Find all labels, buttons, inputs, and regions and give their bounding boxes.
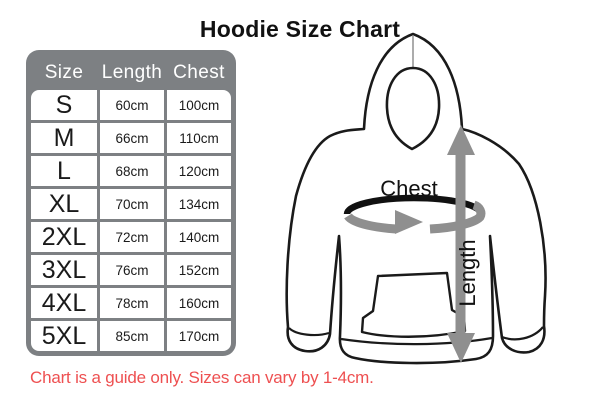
size-table-header: Size Length Chest — [31, 55, 231, 90]
length-cell: 72cm — [100, 222, 164, 252]
size-cell: S — [31, 90, 97, 120]
length-cell: 78cm — [100, 288, 164, 318]
length-cell: 66cm — [100, 123, 164, 153]
chest-label: Chest — [380, 176, 437, 201]
right-cuff-line — [501, 326, 544, 341]
face-opening — [385, 66, 441, 151]
length-cell: 68cm — [100, 156, 164, 186]
size-cell: 3XL — [31, 255, 97, 285]
length-cell: 85cm — [100, 321, 164, 351]
size-cell: L — [31, 156, 97, 186]
disclaimer-note: Chart is a guide only. Sizes can vary by… — [30, 368, 374, 387]
size-cell: 5XL — [31, 321, 97, 351]
header-size: Size — [44, 61, 84, 83]
size-table-body: S 60cm 100cm M 66cm 110cm L 68cm 120cm X… — [31, 90, 231, 351]
chest-cell: 100cm — [167, 90, 231, 120]
length-label: Length — [455, 239, 480, 306]
length-arrow-icon — [447, 125, 475, 363]
chest-cell: 170cm — [167, 321, 231, 351]
size-cell: 4XL — [31, 288, 97, 318]
chest-cell: 120cm — [167, 156, 231, 186]
header-chest: Chest — [173, 61, 225, 83]
header-length: Length — [101, 61, 163, 83]
left-cuff-line — [288, 327, 330, 337]
page-title: Hoodie Size Chart — [199, 16, 401, 42]
length-cell: 76cm — [100, 255, 164, 285]
length-cell: 60cm — [100, 90, 164, 120]
chest-wrap-arrow-icon — [344, 200, 486, 234]
size-cell: 2XL — [31, 222, 97, 252]
chest-cell: 134cm — [167, 189, 231, 219]
size-table: Size Length Chest S 60cm 100cm M 66cm 11… — [26, 50, 236, 356]
hoodie-diagram: Chest Length — [285, 32, 547, 365]
length-cell: 70cm — [100, 189, 164, 219]
size-cell: XL — [31, 189, 97, 219]
size-cell: M — [31, 123, 97, 153]
chest-cell: 140cm — [167, 222, 231, 252]
chest-cell: 110cm — [167, 123, 231, 153]
chest-cell: 152cm — [167, 255, 231, 285]
chest-cell: 160cm — [167, 288, 231, 318]
hem-band-line — [340, 336, 493, 346]
